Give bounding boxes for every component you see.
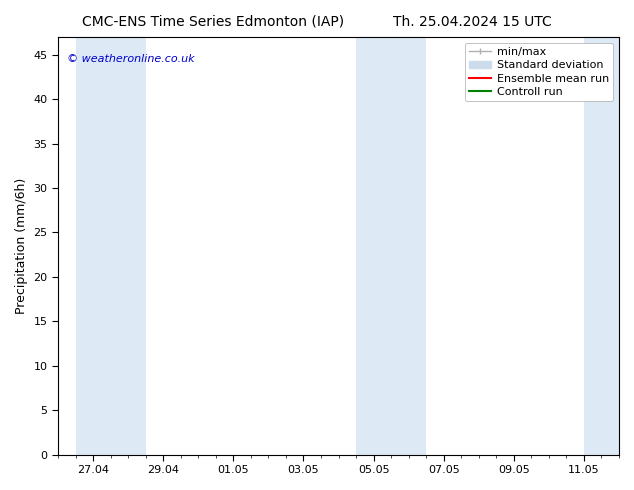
Legend: min/max, Standard deviation, Ensemble mean run, Controll run: min/max, Standard deviation, Ensemble me…: [465, 43, 614, 101]
Text: Th. 25.04.2024 15 UTC: Th. 25.04.2024 15 UTC: [393, 15, 552, 29]
Bar: [356, 37, 426, 455]
Bar: [584, 37, 619, 455]
Bar: [75, 37, 146, 455]
Y-axis label: Precipitation (mm/6h): Precipitation (mm/6h): [15, 178, 28, 314]
Text: CMC-ENS Time Series Edmonton (IAP): CMC-ENS Time Series Edmonton (IAP): [82, 15, 344, 29]
Text: © weatheronline.co.uk: © weatheronline.co.uk: [67, 54, 194, 64]
